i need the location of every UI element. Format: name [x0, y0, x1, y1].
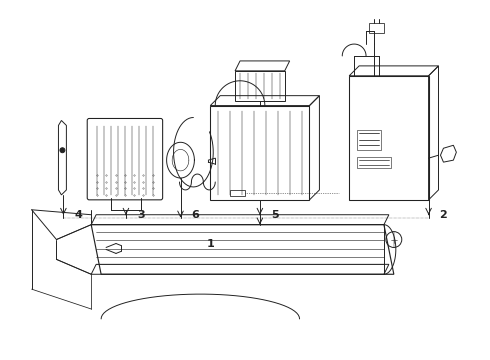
Text: 3: 3 [137, 210, 145, 220]
FancyBboxPatch shape [87, 118, 163, 200]
Text: 1: 1 [206, 239, 214, 249]
Text: 2: 2 [440, 210, 447, 220]
Text: 5: 5 [271, 210, 279, 220]
Text: 4: 4 [74, 210, 82, 220]
Circle shape [60, 148, 65, 153]
Text: 6: 6 [192, 210, 199, 220]
